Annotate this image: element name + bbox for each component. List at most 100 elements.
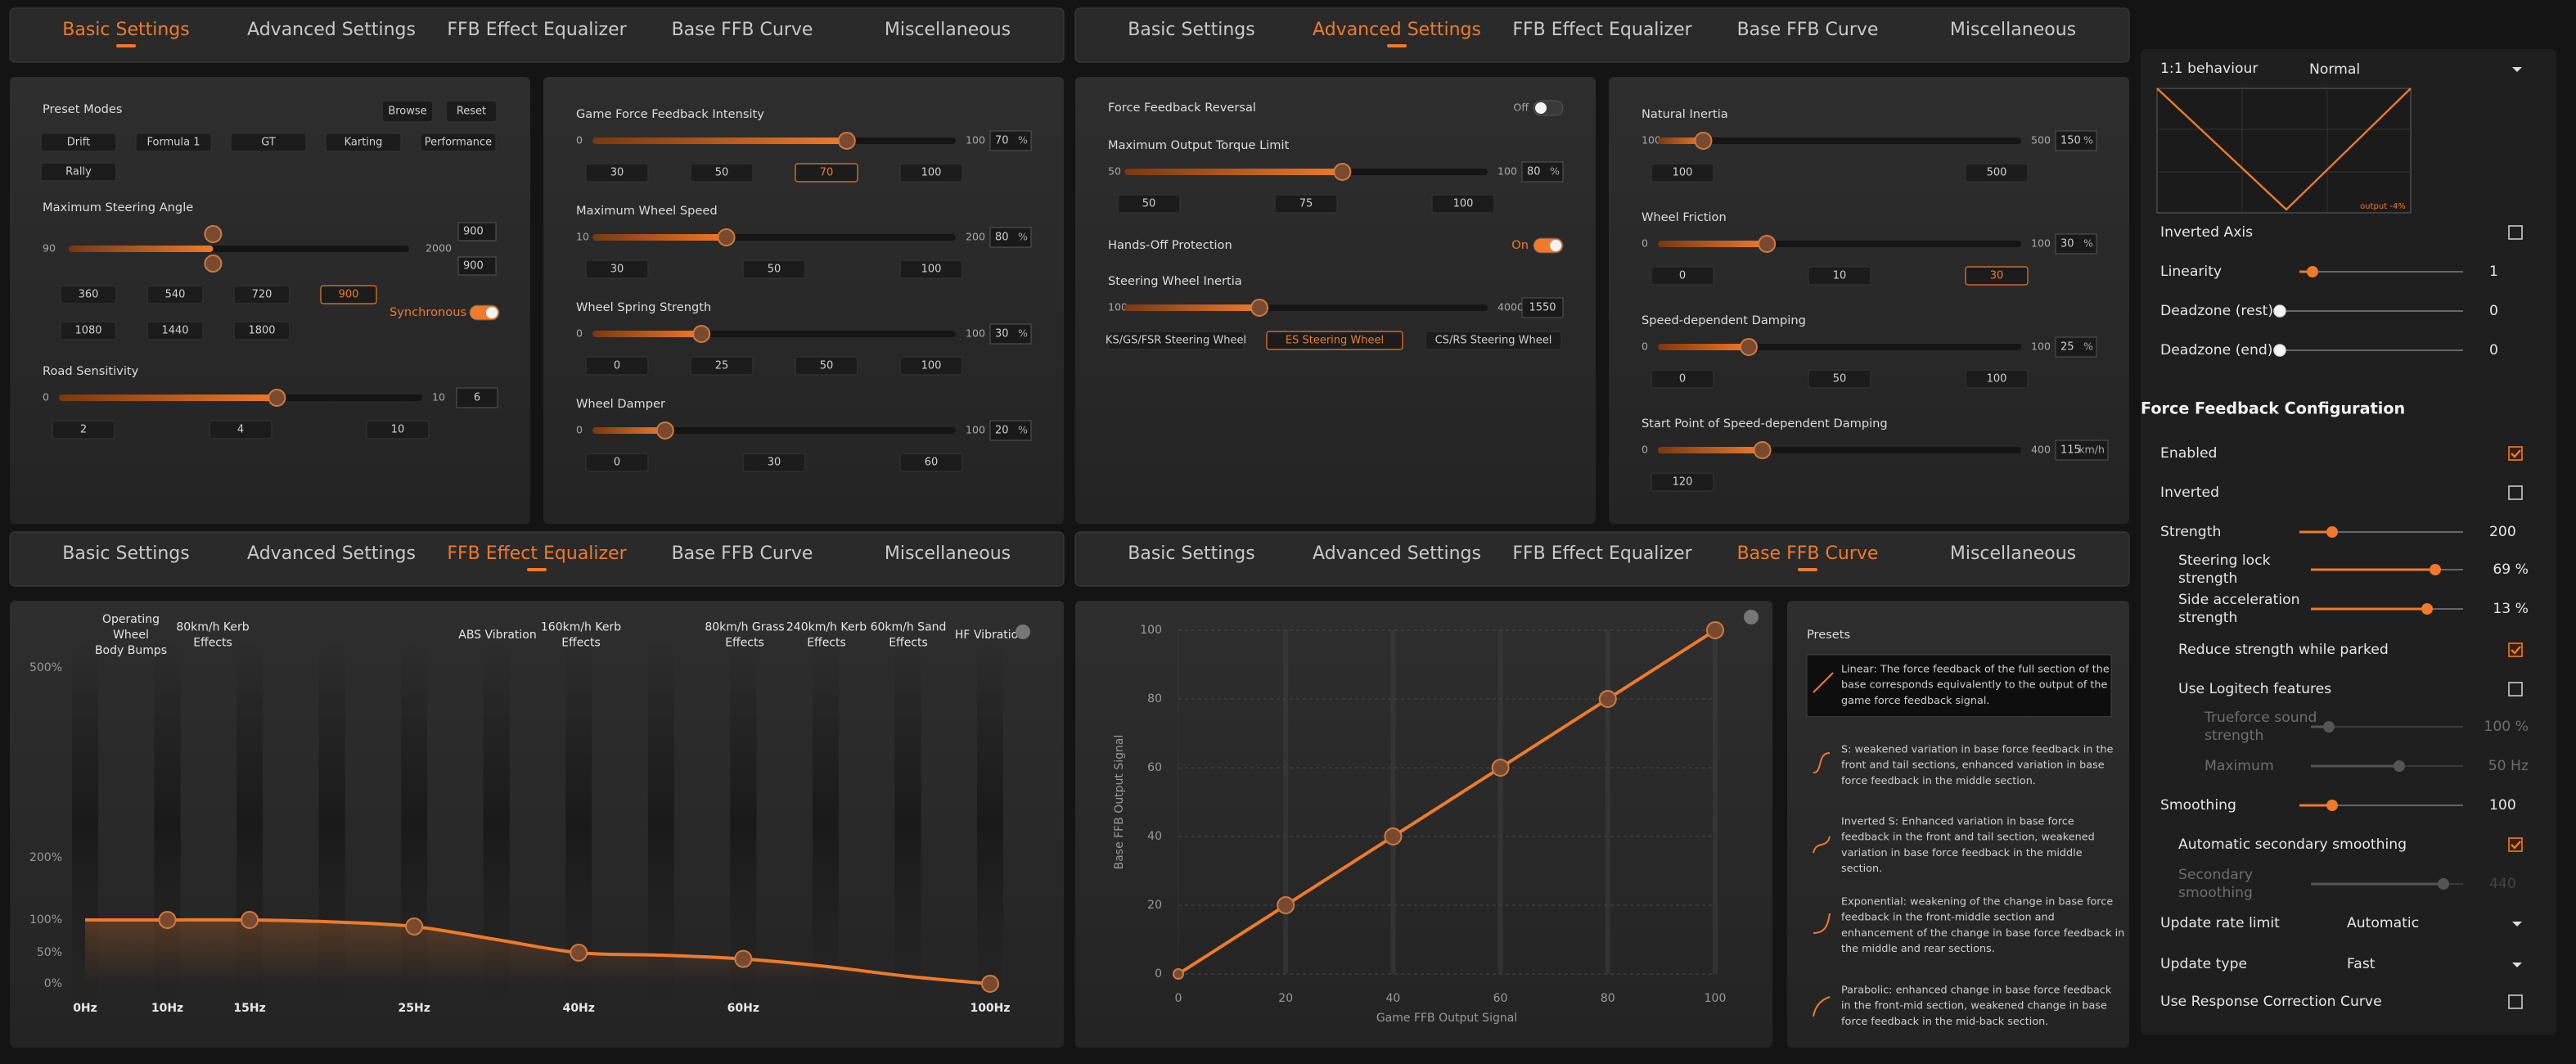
preset-text[interactable]: S: weakened variation in base force feed… <box>1841 744 2114 756</box>
preset-button[interactable] <box>1117 194 1181 214</box>
slider-knob[interactable] <box>1333 163 1352 181</box>
preset-text[interactable]: enhancement of the change in base force … <box>1841 927 2124 940</box>
slider-knob[interactable] <box>204 225 223 243</box>
info-icon[interactable] <box>1016 624 1030 639</box>
preset-label[interactable]: 100 <box>921 360 942 372</box>
slider-knob[interactable] <box>1598 690 1617 708</box>
mode-button[interactable] <box>325 133 402 152</box>
preset-button[interactable] <box>795 163 858 183</box>
preset-button[interactable] <box>585 163 649 183</box>
slider-knob[interactable] <box>981 975 999 993</box>
preset-label[interactable]: 100 <box>921 167 942 179</box>
preset-button[interactable] <box>690 356 754 376</box>
value-box[interactable] <box>457 256 497 276</box>
preset-text[interactable]: game force feedback signal. <box>1841 695 1989 707</box>
preset-label[interactable]: 0 <box>1679 270 1686 282</box>
preset-label[interactable]: 100 <box>1673 167 1693 179</box>
value-box[interactable] <box>457 222 497 241</box>
preset-label[interactable]: 30 <box>610 167 624 179</box>
action-label[interactable]: Reset <box>457 106 486 118</box>
preset-button[interactable] <box>1965 266 2029 286</box>
preset-button[interactable] <box>1274 194 1338 214</box>
preset-button[interactable] <box>209 420 272 440</box>
slider-knob[interactable] <box>1753 441 1772 459</box>
value-box[interactable] <box>2055 440 2109 461</box>
preset-label[interactable]: 4 <box>237 424 244 436</box>
preset-label[interactable]: 30 <box>610 264 624 276</box>
preset-button[interactable] <box>795 356 858 376</box>
preset-button[interactable] <box>690 163 754 183</box>
checkbox[interactable] <box>2508 837 2523 852</box>
mode-button[interactable] <box>230 133 307 152</box>
preset-label[interactable]: 10 <box>1833 270 1847 282</box>
checkbox[interactable] <box>2508 642 2523 657</box>
preset-button[interactable] <box>1808 369 1871 389</box>
preset-label[interactable]: 50 <box>768 264 781 276</box>
preset-text[interactable]: variation in base force feedback in the … <box>1841 847 2083 859</box>
tab[interactable]: Basic Settings <box>62 543 189 564</box>
preset-text[interactable]: Exponential: weakening of the change in … <box>1841 896 2113 908</box>
slider-knob[interactable] <box>1250 299 1269 317</box>
checkbox[interactable] <box>2508 485 2523 500</box>
preset-label[interactable]: 1440 <box>161 325 188 337</box>
preset-label[interactable]: 1800 <box>248 325 275 337</box>
tab[interactable]: Base FFB Curve <box>1737 543 1879 564</box>
preset-button[interactable] <box>742 453 806 472</box>
preset-text[interactable]: feedback in the front-middle section and <box>1841 912 2055 924</box>
preset-label[interactable]: 900 <box>339 289 359 301</box>
mode-label[interactable]: Rally <box>65 166 92 178</box>
tab[interactable]: FFB Effect Equalizer <box>1512 20 1692 40</box>
preset-text[interactable]: Linear: The force feedback of the full s… <box>1841 664 2110 676</box>
preset-label[interactable]: 50 <box>1142 198 1156 210</box>
preset-button[interactable] <box>52 420 115 440</box>
slider-knob[interactable] <box>1694 132 1713 150</box>
preset-selected[interactable] <box>1806 654 2112 718</box>
tab[interactable]: Advanced Settings <box>247 20 416 40</box>
wheel-button[interactable] <box>1107 331 1245 350</box>
preset-button[interactable] <box>1651 163 1714 183</box>
preset-button[interactable] <box>366 420 430 440</box>
tab[interactable]: Miscellaneous <box>1950 543 2076 564</box>
preset-label[interactable]: 70 <box>820 167 834 179</box>
preset-label[interactable]: 0 <box>614 457 620 469</box>
preset-button[interactable] <box>60 321 117 340</box>
slider-knob[interactable] <box>2421 603 2433 615</box>
value-box[interactable] <box>2055 130 2097 151</box>
slider-knob[interactable] <box>1277 896 1295 914</box>
slider-knob[interactable] <box>241 911 259 929</box>
tab[interactable]: Miscellaneous <box>885 20 1011 40</box>
value-box[interactable] <box>989 227 1032 248</box>
preset-label[interactable]: 10 <box>391 424 405 436</box>
preset-button[interactable] <box>233 321 290 340</box>
tab[interactable]: Basic Settings <box>62 20 189 40</box>
slider-knob[interactable] <box>2307 266 2318 277</box>
preset-button[interactable] <box>585 259 649 279</box>
slider-knob[interactable] <box>570 944 588 962</box>
preset-button[interactable] <box>899 163 963 183</box>
slider-knob[interactable] <box>734 949 753 968</box>
preset-button[interactable] <box>1651 266 1714 286</box>
tab[interactable]: Miscellaneous <box>885 543 1011 564</box>
preset-label[interactable]: 60 <box>925 457 939 469</box>
preset-label[interactable]: 0 <box>1679 373 1686 385</box>
preset-text[interactable]: force feedback in the mid-back section. <box>1841 1016 2048 1028</box>
dropdown-value[interactable]: Normal <box>2309 61 2360 78</box>
preset-label[interactable]: 500 <box>1987 167 2007 179</box>
preset-text[interactable]: in the front-mid section, weakened chang… <box>1841 1000 2107 1012</box>
preset-button[interactable] <box>320 285 377 304</box>
preset-button[interactable] <box>1431 194 1495 214</box>
mode-button[interactable] <box>135 133 212 152</box>
action-label[interactable]: Browse <box>388 106 426 118</box>
preset-text[interactable]: front and tail sections, enhanced variat… <box>1841 760 2105 772</box>
preset-button[interactable] <box>146 285 204 304</box>
preset-button[interactable] <box>1651 369 1714 389</box>
preset-label[interactable]: 100 <box>921 264 942 276</box>
slider-knob[interactable] <box>655 422 674 440</box>
dropdown-value[interactable]: Fast <box>2347 956 2376 972</box>
tab[interactable]: Advanced Settings <box>1313 20 1481 40</box>
preset-button[interactable] <box>899 453 963 472</box>
mode-button[interactable] <box>40 162 117 182</box>
slider-knob[interactable] <box>158 911 177 929</box>
slider-knob[interactable] <box>204 255 223 273</box>
preset-button[interactable] <box>1965 163 2029 183</box>
